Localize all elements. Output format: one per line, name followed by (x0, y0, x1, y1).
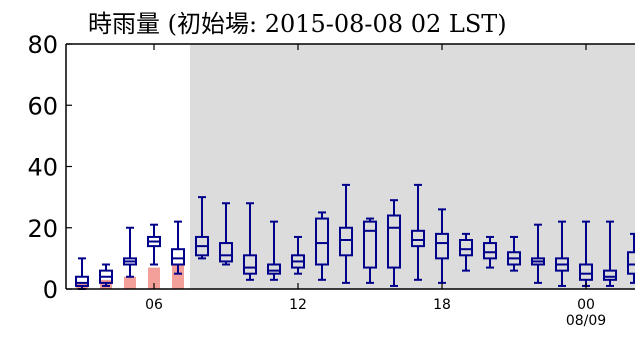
ytick-label-3: 60 (27, 92, 58, 120)
box-iqr-15 (435, 232, 449, 260)
xtick-sublabel-3: 08/09 (566, 313, 606, 329)
forecast-shading (190, 44, 635, 289)
box-iqr-0 (75, 275, 89, 287)
ytick-label-4: 80 (27, 31, 58, 59)
observed-bar-2 (124, 276, 136, 289)
box-iqr-17 (483, 242, 497, 260)
xtick-label-3: 00 (577, 297, 595, 313)
ytick-label-1: 20 (27, 215, 58, 243)
box-iqr-22 (603, 269, 617, 281)
box-iqr-8 (267, 263, 281, 275)
xtick-label-0: 06 (145, 297, 163, 313)
xtick-label-2: 18 (433, 297, 451, 313)
observed-bar-3 (148, 267, 160, 289)
box-iqr-7 (243, 254, 257, 275)
box-iqr-21 (579, 263, 593, 281)
box-iqr-23 (627, 251, 635, 275)
box-iqr-6 (219, 242, 233, 263)
box-iqr-12 (363, 220, 377, 269)
box-iqr-11 (339, 226, 353, 257)
box-iqr-14 (411, 229, 425, 248)
ytick-label-2: 40 (27, 154, 58, 182)
box-iqr-4 (171, 248, 185, 266)
observed-bar-4 (172, 264, 184, 289)
chart-title: 時雨量 (初始場: 2015-08-08 02 LST) (88, 10, 507, 38)
box-iqr-13 (387, 214, 401, 269)
xtick-label-1: 12 (289, 297, 307, 313)
box-iqr-10 (315, 217, 329, 266)
ytick-label-0: 0 (43, 276, 58, 304)
box-iqr-16 (459, 239, 473, 257)
